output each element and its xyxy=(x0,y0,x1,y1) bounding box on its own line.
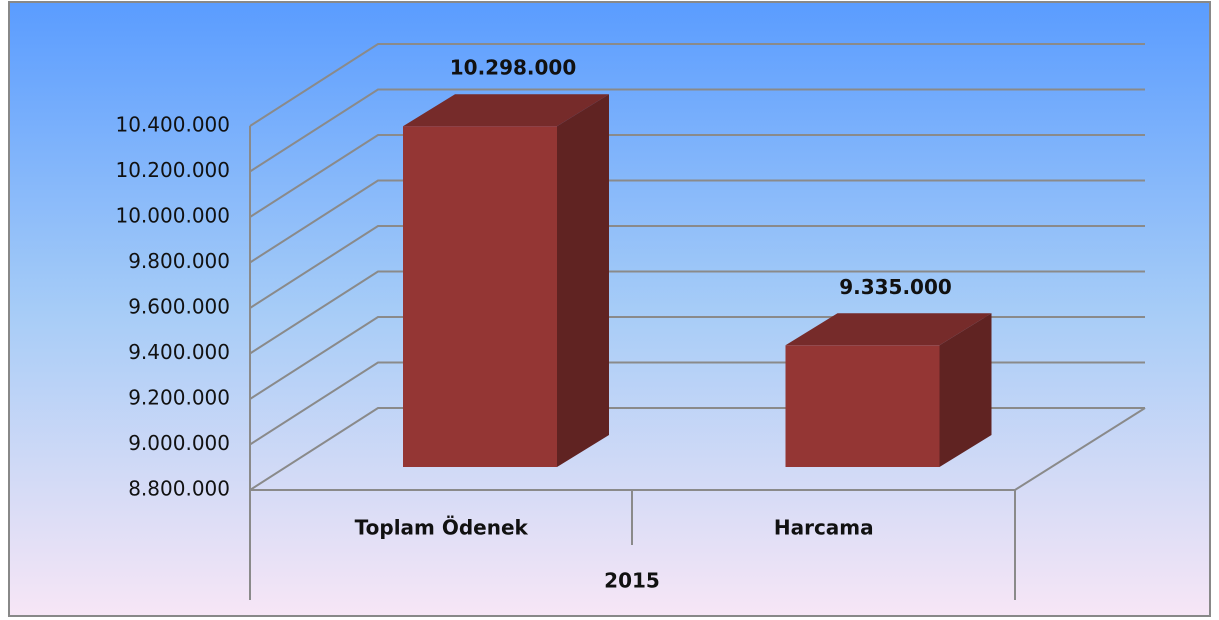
y-tick-label: 9.200.000 xyxy=(128,386,230,410)
grid-line xyxy=(249,179,1145,264)
x-tick-label: Harcama xyxy=(774,516,874,540)
grid-line xyxy=(249,270,1145,355)
y-tick-label: 9.400.000 xyxy=(128,340,230,364)
grid-line xyxy=(249,225,1145,309)
bar xyxy=(785,345,940,467)
x-tick-label: Toplam Ödenek xyxy=(355,516,529,540)
bar xyxy=(403,126,557,467)
y-tick-label: 10.000.000 xyxy=(115,204,230,228)
y-tick-label: 9.600.000 xyxy=(128,295,230,319)
y-tick-label: 10.200.000 xyxy=(115,158,230,182)
group-label: 2015 xyxy=(604,569,660,593)
bar-top xyxy=(785,313,992,346)
axis-frame xyxy=(249,126,1146,600)
y-tick-label: 10.400.000 xyxy=(115,113,230,137)
grid-line xyxy=(249,43,1145,127)
y-tick-label: 8.800.000 xyxy=(128,477,230,501)
bar-side xyxy=(939,313,992,467)
bar-top xyxy=(403,94,609,127)
y-tick-label: 9.800.000 xyxy=(128,249,230,273)
data-label: 10.298.000 xyxy=(450,56,577,80)
chart-background xyxy=(8,1,1211,617)
y-tick-label: 9.000.000 xyxy=(128,431,230,455)
grid-line xyxy=(249,134,1145,218)
bar-side xyxy=(557,94,609,467)
data-label: 9.335.000 xyxy=(839,275,952,299)
grid-line xyxy=(249,88,1145,173)
